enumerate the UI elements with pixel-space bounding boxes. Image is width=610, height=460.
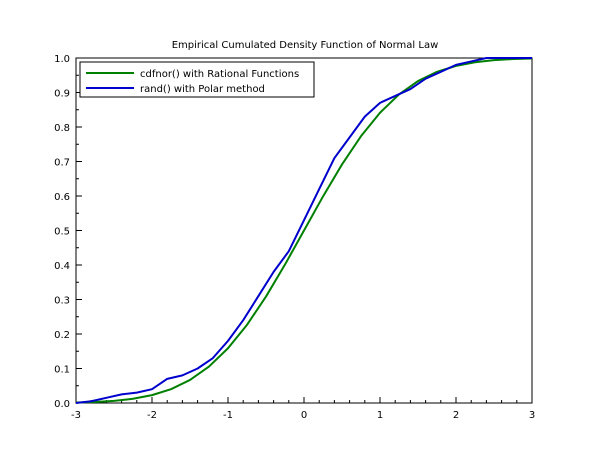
y-tick-label: 0.9: [54, 89, 70, 100]
legend-label-polar: rand() with Polar method: [140, 84, 265, 95]
series-lines: [75, 57, 533, 404]
y-tick-label: 0.6: [54, 192, 70, 203]
x-tick-label: 0: [301, 410, 307, 421]
y-tick-label: 0.2: [54, 330, 70, 341]
y-tick-label: 0.5: [54, 227, 70, 238]
legend-label-cdfnor: cdfnor() with Rational Functions: [140, 69, 299, 80]
chart-title: Empirical Cumulated Density Function of …: [172, 40, 439, 51]
y-tick-label: 0.3: [54, 296, 70, 307]
legend: cdfnor() with Rational Functions rand() …: [79, 61, 315, 98]
x-tick-label: -1: [223, 410, 233, 421]
series-line-polar: [75, 57, 532, 404]
y-tick-label: 0.1: [54, 365, 70, 376]
y-tick-label: 1.0: [54, 54, 70, 65]
y-tick-label: 0.4: [54, 261, 70, 272]
y-tick-label: 0.7: [54, 158, 70, 169]
y-tick-label: 0.8: [54, 123, 70, 134]
x-tick-label: 2: [453, 410, 459, 421]
series-line-cdfnor: [75, 57, 533, 404]
x-tick-label: -3: [71, 410, 81, 421]
legend-box: [79, 61, 315, 98]
y-tick-label: 0.0: [54, 399, 70, 410]
x-tick-label: -2: [147, 410, 157, 421]
x-tick-label: 1: [377, 410, 383, 421]
x-tick-label: 3: [529, 410, 535, 421]
